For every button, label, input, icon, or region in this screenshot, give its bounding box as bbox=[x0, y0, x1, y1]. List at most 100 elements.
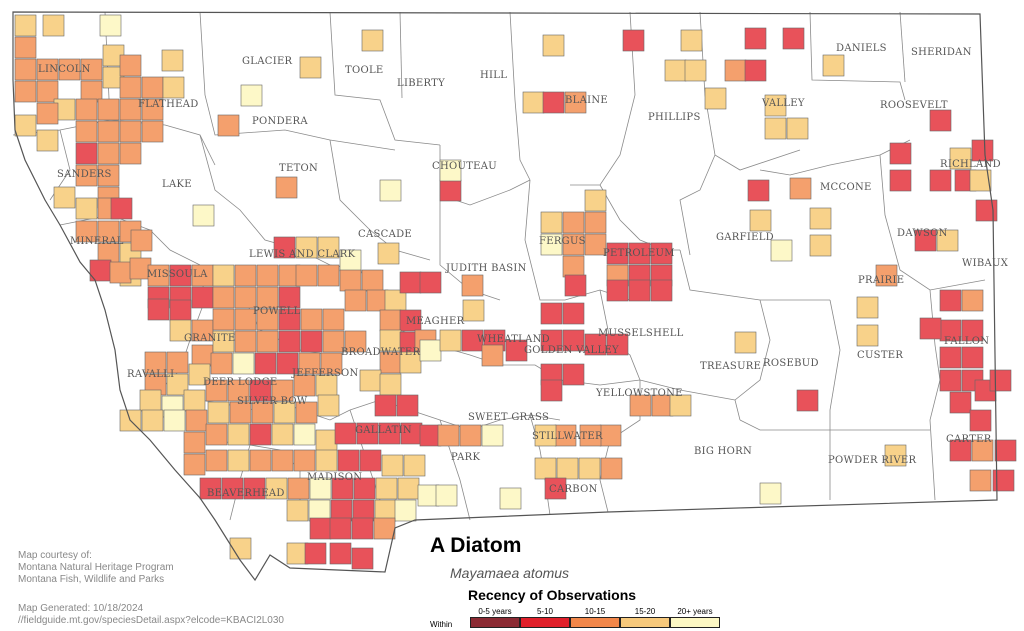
observation-cell bbox=[331, 477, 354, 500]
observation-cell bbox=[183, 431, 206, 454]
observation-cell bbox=[210, 352, 233, 375]
observation-cell bbox=[744, 59, 767, 82]
observation-cell bbox=[234, 286, 257, 309]
observation-cell bbox=[144, 351, 167, 374]
observation-cell bbox=[399, 351, 422, 374]
observation-cell bbox=[315, 449, 338, 472]
observation-cell bbox=[139, 389, 162, 412]
observation-cell bbox=[969, 469, 992, 492]
observation-cell bbox=[161, 49, 184, 72]
county-label: LIBERTY bbox=[397, 78, 445, 89]
observation-cell bbox=[796, 389, 819, 412]
observation-cell bbox=[461, 274, 484, 297]
county-boundary bbox=[809, 11, 906, 101]
observation-cell bbox=[337, 449, 360, 472]
observation-cell bbox=[747, 179, 770, 202]
county-label: GLACIER bbox=[242, 56, 293, 67]
observation-cell bbox=[562, 233, 585, 256]
observation-cell bbox=[293, 374, 316, 397]
county-label: SWEET GRASS bbox=[468, 412, 549, 423]
observation-cell bbox=[542, 91, 565, 114]
observation-cell bbox=[232, 352, 255, 375]
county-boundary bbox=[524, 179, 631, 301]
observation-cell bbox=[162, 76, 185, 99]
observation-cell bbox=[119, 142, 142, 165]
county-label: BROADWATER bbox=[341, 347, 420, 358]
observation-cell bbox=[770, 239, 793, 262]
observation-cell bbox=[969, 169, 992, 192]
observation-cell bbox=[344, 289, 367, 312]
observation-cell bbox=[356, 422, 379, 445]
observation-cell bbox=[578, 457, 601, 480]
observation-cell bbox=[119, 120, 142, 143]
observation-cell bbox=[14, 36, 37, 59]
observation-cell bbox=[119, 76, 142, 99]
observation-cell bbox=[271, 379, 294, 402]
observation-cell bbox=[227, 379, 250, 402]
observation-cell bbox=[278, 286, 301, 309]
county-label: DANIELS bbox=[836, 43, 887, 54]
county-label: PHILLIPS bbox=[648, 112, 701, 123]
observation-cell bbox=[782, 27, 805, 50]
county-label: RICHLAND bbox=[940, 159, 1001, 170]
legend-swatch bbox=[670, 617, 720, 628]
observation-cell bbox=[309, 477, 332, 500]
observation-cell bbox=[419, 271, 442, 294]
observation-cell bbox=[534, 424, 557, 447]
observation-cell bbox=[119, 98, 142, 121]
observation-cell bbox=[462, 299, 485, 322]
legend-item-label: 20+ years bbox=[677, 607, 713, 616]
county-label: FLATHEAD bbox=[138, 99, 199, 110]
observation-cell bbox=[889, 169, 912, 192]
county-label: LINCOLN bbox=[38, 64, 91, 75]
observation-cell bbox=[163, 409, 186, 432]
county-label: GARFIELD bbox=[716, 232, 774, 243]
county-label: PETROLEUM bbox=[603, 248, 675, 259]
observation-cell bbox=[75, 142, 98, 165]
observation-cell bbox=[749, 209, 772, 232]
observation-cell bbox=[939, 369, 962, 392]
observation-cell bbox=[884, 444, 907, 467]
county-label: CASCADE bbox=[358, 229, 412, 240]
observation-cell bbox=[969, 409, 992, 432]
observation-cell bbox=[110, 197, 133, 220]
observation-cell bbox=[256, 264, 279, 287]
observation-cell bbox=[606, 279, 629, 302]
county-label: WHEATLAND bbox=[477, 334, 550, 345]
observation-cell bbox=[185, 409, 208, 432]
county-label: GRANITE bbox=[184, 333, 236, 344]
observation-cell bbox=[628, 242, 651, 265]
observation-cell bbox=[309, 517, 332, 540]
observation-cell bbox=[339, 269, 362, 292]
county-boundary bbox=[679, 154, 716, 256]
observation-cell bbox=[540, 329, 563, 352]
county-label: YELLOWSTONE bbox=[595, 388, 683, 399]
observation-cell bbox=[169, 319, 192, 342]
observation-cell bbox=[505, 339, 528, 362]
observation-cell bbox=[439, 179, 462, 202]
observation-cell bbox=[437, 424, 460, 447]
species-url: //fieldguide.mt.gov/speciesDetail.aspx?e… bbox=[18, 615, 284, 626]
observation-cell bbox=[584, 211, 607, 234]
observation-cell bbox=[579, 424, 602, 447]
county-label: POWDER RIVER bbox=[828, 455, 917, 466]
legend-item: 5-10 bbox=[520, 607, 570, 628]
observation-cell bbox=[856, 324, 879, 347]
observation-cell bbox=[889, 142, 912, 165]
county-label: STILLWATER bbox=[532, 431, 603, 442]
observation-cell bbox=[403, 454, 426, 477]
observation-cell bbox=[147, 298, 170, 321]
observation-cell bbox=[58, 58, 81, 81]
map-generated-date: Map Generated: 10/18/2024 bbox=[18, 603, 144, 614]
observation-cell bbox=[809, 234, 832, 257]
observation-cell bbox=[949, 391, 972, 414]
observation-cell bbox=[304, 542, 327, 565]
observation-cell bbox=[300, 308, 323, 331]
observation-cell bbox=[949, 147, 972, 170]
observation-cell bbox=[971, 439, 994, 462]
observation-cell bbox=[169, 299, 192, 322]
observation-cell bbox=[744, 27, 767, 50]
observation-cell bbox=[522, 91, 545, 114]
observation-cell bbox=[359, 369, 382, 392]
observation-cell bbox=[75, 120, 98, 143]
